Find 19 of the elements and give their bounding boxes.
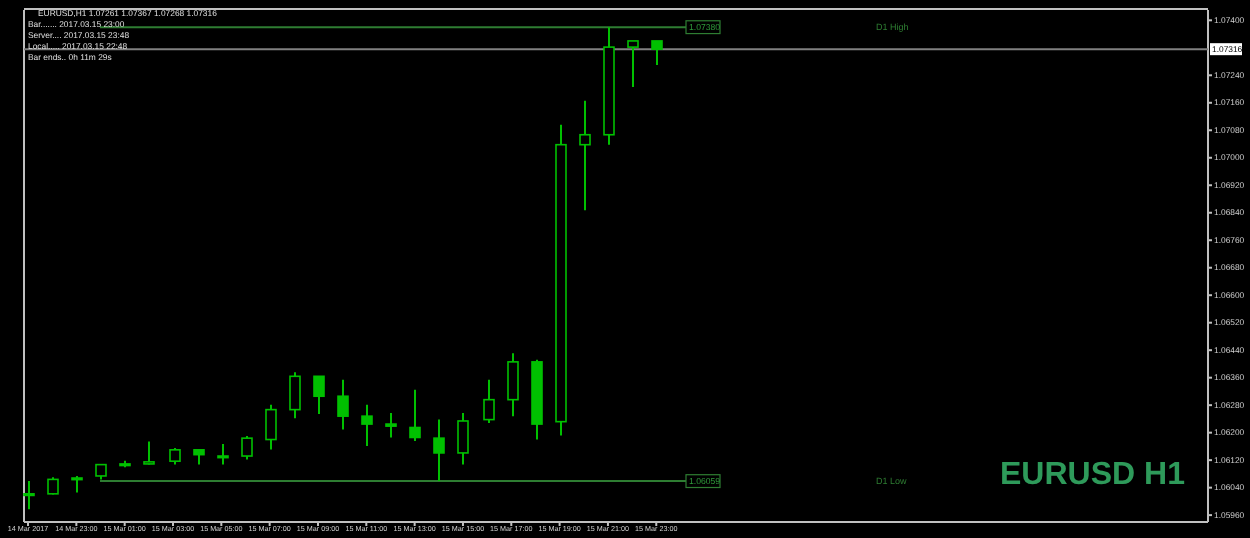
candlestick (483, 378, 495, 425)
candlestick (433, 418, 445, 483)
candlestick (507, 352, 519, 418)
candlestick (337, 378, 349, 431)
candlestick (457, 412, 469, 466)
candlestick (579, 99, 591, 212)
candlestick (313, 375, 325, 416)
annotation: EURUSD H1 (1000, 458, 1186, 492)
candlestick (265, 403, 277, 451)
candlestick (409, 388, 421, 442)
candlestick (23, 480, 35, 511)
candlestick (385, 412, 397, 439)
candlestick (241, 435, 253, 461)
candlestick (289, 371, 301, 420)
candlestick (217, 443, 229, 466)
candlestick (143, 440, 155, 466)
candlestick (651, 39, 663, 66)
candlestick (627, 39, 639, 88)
candlestick (361, 403, 373, 448)
